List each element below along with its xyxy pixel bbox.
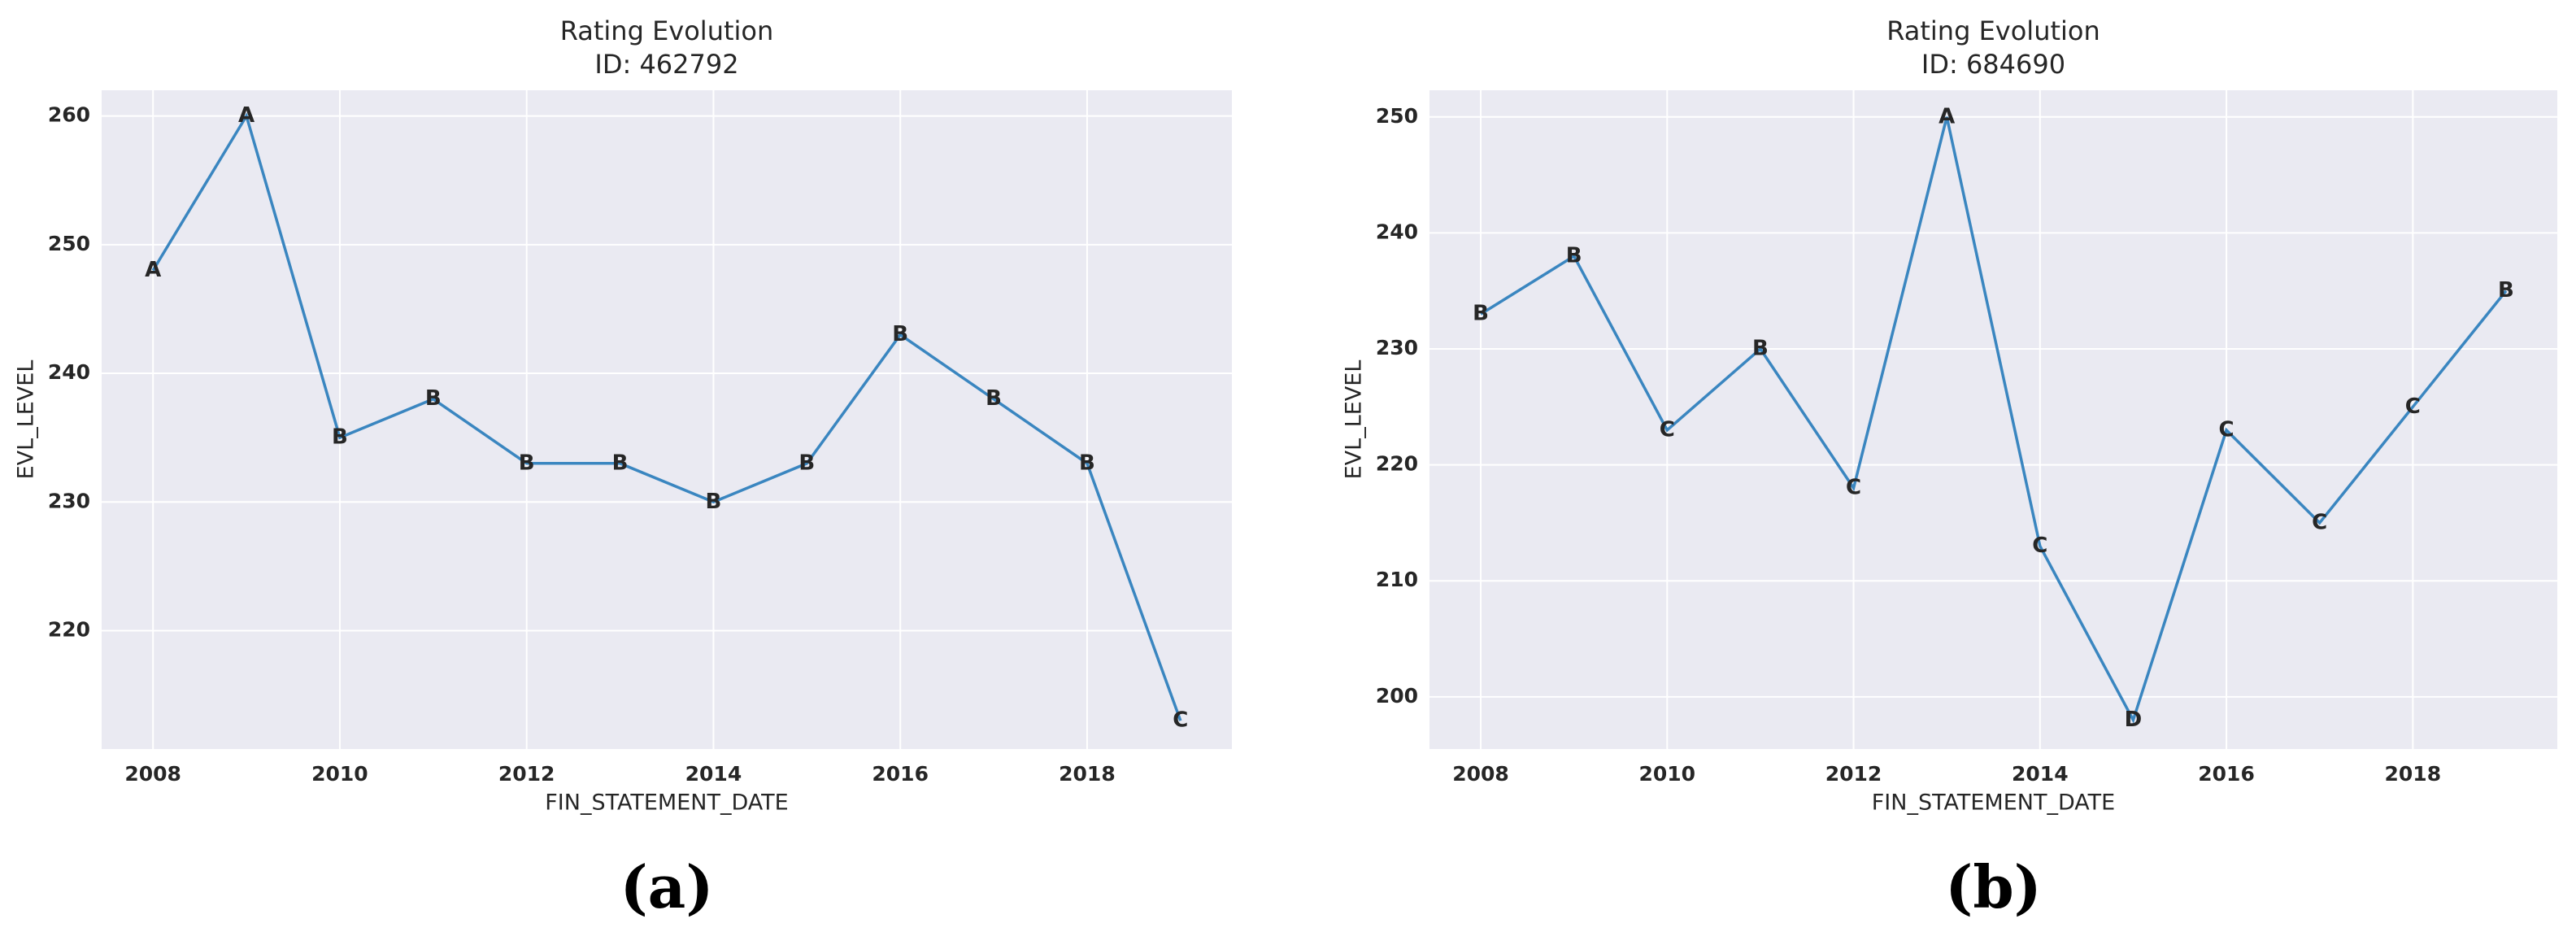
x-tick-label: 2012 [498, 762, 555, 786]
point-label: C [2032, 533, 2047, 558]
y-tick-label: 210 [1376, 568, 1418, 591]
x-axis-label: FIN_STATEMENT_DATE [1872, 790, 2115, 816]
y-tick-label: 240 [48, 360, 90, 384]
point-label: A [238, 103, 255, 128]
chart-subtitle: ID: 462792 [594, 49, 738, 80]
chart-subtitle: ID: 684690 [1921, 49, 2065, 80]
data-line [151, 112, 1182, 721]
y-tick-label: 200 [1376, 684, 1418, 708]
point-label: B [2498, 278, 2514, 303]
data-line [1480, 116, 2508, 724]
chart-title: Rating Evolution [1886, 15, 2100, 46]
y-tick-label: 220 [1376, 452, 1418, 476]
point-label: C [1173, 708, 1188, 733]
x-tick-label: 2014 [2012, 762, 2069, 786]
plot-background [102, 90, 1232, 749]
x-axis-label: FIN_STATEMENT_DATE [545, 790, 788, 816]
x-tick-label: 2010 [311, 762, 368, 786]
x-tick-label: 2018 [2385, 762, 2442, 786]
x-tick-label: 2012 [1825, 762, 1882, 786]
point-label: C [1660, 417, 1675, 442]
x-tick-label: 2010 [1639, 762, 1696, 786]
point-label: B [425, 386, 442, 411]
point-label: B [1566, 243, 1582, 268]
y-tick-label: 240 [1376, 220, 1418, 243]
point-label: B [798, 451, 815, 475]
x-tick-label: 2016 [872, 762, 929, 786]
x-tick-label: 2008 [1452, 762, 1509, 786]
point-label: B [706, 490, 722, 514]
y-tick-label: 230 [1376, 336, 1418, 359]
point-label: B [986, 386, 1002, 411]
point-label: B [1079, 451, 1095, 475]
x-tick-label: 2014 [685, 762, 742, 786]
y-tick-label: 260 [48, 103, 90, 127]
point-label: C [2219, 417, 2234, 442]
point-label: B [612, 451, 629, 475]
x-tick-label: 2016 [2198, 762, 2255, 786]
caption: (a) [620, 852, 714, 921]
point-label: B [332, 425, 348, 450]
point-label: A [1939, 104, 1955, 128]
point-label: A [145, 258, 161, 282]
point-label: C [2312, 510, 2327, 534]
y-tick-label: 230 [48, 489, 90, 512]
point-label: D [2125, 708, 2143, 732]
x-tick-label: 2008 [124, 762, 181, 786]
caption: (b) [1945, 852, 2041, 921]
y-tick-label: 220 [48, 617, 90, 641]
chart-title: Rating Evolution [560, 15, 774, 46]
point-label: B [892, 322, 908, 346]
plot-background [1429, 90, 2557, 749]
point-label: C [1846, 476, 1861, 500]
point-label: B [519, 451, 535, 475]
x-tick-label: 2018 [1059, 762, 1116, 786]
y-axis-label: EVL_LEVEL [1342, 360, 1367, 480]
y-tick-label: 250 [48, 232, 90, 255]
point-label: B [1752, 337, 1769, 361]
point-label: C [2405, 394, 2421, 419]
y-tick-label: 250 [1376, 104, 1418, 128]
y-axis-label: EVL_LEVEL [14, 360, 39, 480]
point-label: B [1473, 302, 1489, 326]
